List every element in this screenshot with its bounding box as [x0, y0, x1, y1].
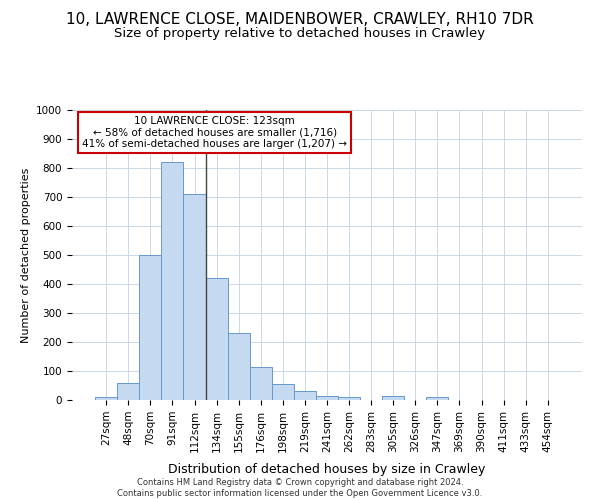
Bar: [316, 396, 338, 400]
X-axis label: Distribution of detached houses by size in Crawley: Distribution of detached houses by size …: [169, 463, 485, 476]
Text: Contains HM Land Registry data © Crown copyright and database right 2024.
Contai: Contains HM Land Registry data © Crown c…: [118, 478, 482, 498]
Bar: [427, 397, 448, 400]
Bar: [294, 390, 316, 400]
Bar: [95, 397, 117, 400]
Bar: [250, 366, 272, 400]
Y-axis label: Number of detached properties: Number of detached properties: [20, 168, 31, 342]
Bar: [139, 255, 161, 400]
Bar: [117, 383, 139, 400]
Text: 10, LAWRENCE CLOSE, MAIDENBOWER, CRAWLEY, RH10 7DR: 10, LAWRENCE CLOSE, MAIDENBOWER, CRAWLEY…: [66, 12, 534, 28]
Bar: [206, 278, 227, 400]
Bar: [272, 384, 294, 400]
Bar: [161, 162, 184, 400]
Bar: [227, 334, 250, 400]
Bar: [382, 396, 404, 400]
Text: 10 LAWRENCE CLOSE: 123sqm
← 58% of detached houses are smaller (1,716)
41% of se: 10 LAWRENCE CLOSE: 123sqm ← 58% of detac…: [82, 116, 347, 149]
Bar: [184, 194, 206, 400]
Bar: [338, 397, 360, 400]
Text: Size of property relative to detached houses in Crawley: Size of property relative to detached ho…: [115, 28, 485, 40]
